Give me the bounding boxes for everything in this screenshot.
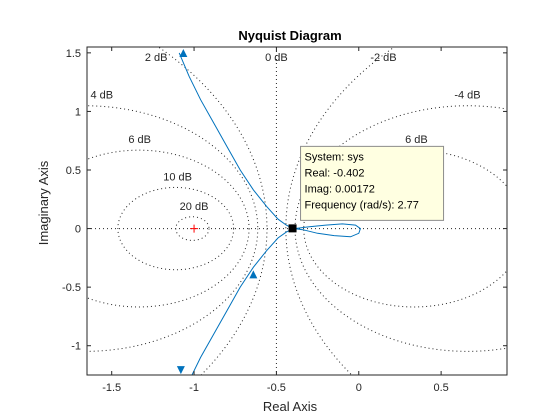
chart-title: Nyquist Diagram: [238, 28, 341, 43]
m-circle-label: 6 dB: [405, 134, 428, 146]
datatip-box: [300, 145, 445, 221]
y-tick-label: -1: [71, 341, 81, 353]
direction-arrow: [179, 49, 188, 58]
m-circle-label: -2 dB: [370, 52, 396, 64]
m-circle-label: -4 dB: [454, 90, 480, 102]
x-tick-label: 0.5: [433, 382, 448, 394]
axes-frame: [86, 46, 508, 376]
y-tick-label: -0.5: [62, 282, 81, 294]
datatip-line: Frequency (rad/s): 2.77: [305, 199, 419, 211]
m-circle-label: 0 dB: [265, 52, 288, 64]
x-tick-label: -0.5: [267, 382, 286, 394]
m-circle-labels: 2 dB 0 dB -2 dB 4 dB -4 dB 6 dB 6 dB 10 dB 20 dB: [91, 52, 481, 213]
y-axis-label: Imaginary Axis: [36, 160, 51, 245]
direction-arrow: [249, 270, 258, 279]
m-circle-label: 4 dB: [91, 90, 114, 102]
y-tick-label: 0: [75, 224, 81, 236]
y-tick-label: 1.5: [66, 48, 81, 60]
m-circle-label: 2 dB: [145, 52, 168, 64]
x-tick-label: -1.5: [102, 382, 121, 394]
m-circle--4db: [294, 105, 507, 352]
m-circle-label: 10 dB: [163, 172, 192, 184]
direction-arrow: [176, 366, 185, 375]
datatip[interactable]: System: sys Real: -0.402 Imag: 0.00172 Freq…: [288, 145, 445, 233]
m-circle-20db: [175, 216, 210, 241]
x-axis-label: Real Axis: [263, 399, 318, 414]
nyquist-curve: [178, 52, 361, 375]
m-circle-6db: [87, 149, 250, 308]
critical-point-marker: [190, 224, 199, 233]
m-circle-2db: [157, 47, 268, 375]
m-circle-4db: [87, 105, 259, 352]
datatip-marker: [288, 224, 297, 233]
datatip-line: Real: -0.402: [305, 167, 365, 179]
critical-point-layer: [190, 224, 199, 233]
tick-layer: -1.5 -1 -0.5 0 0.5 -1 -0.5 0 0.5 1 1.5: [62, 47, 507, 394]
y-tick-label: 1: [75, 106, 81, 118]
m-circle-label: 20 dB: [180, 201, 209, 213]
x-tick-label: -1: [189, 382, 199, 394]
m-circle-10db: [117, 186, 235, 271]
x-tick-label: 0: [356, 382, 362, 394]
y-tick-label: 0.5: [66, 165, 81, 177]
axes-box: [86, 46, 508, 376]
nyquist-curve-layer[interactable]: [176, 49, 361, 404]
datatip-line: Imag: 0.00172: [305, 183, 375, 195]
m-circle-label: 6 dB: [128, 134, 151, 146]
datatip-line: System: sys: [305, 151, 365, 163]
